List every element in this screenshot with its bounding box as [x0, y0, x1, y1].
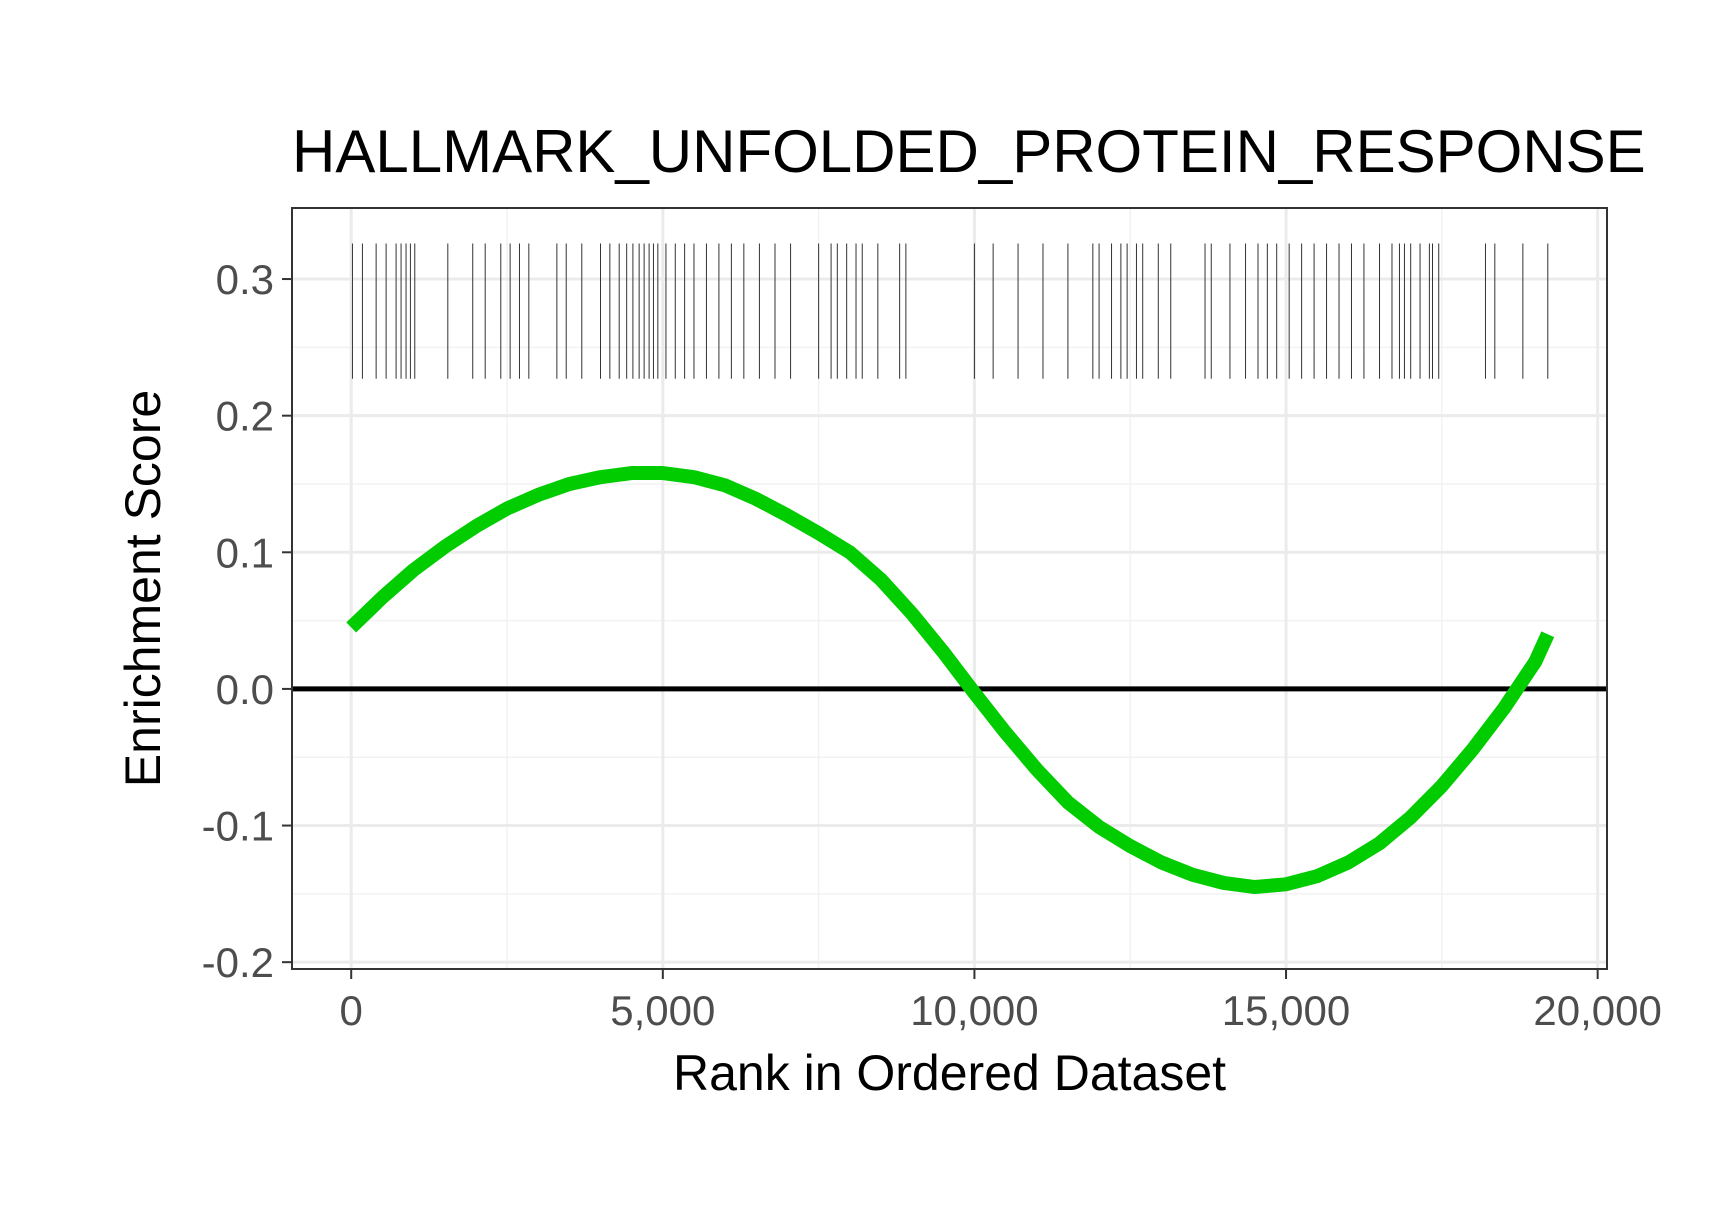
panel-border	[291, 207, 1608, 970]
x-tick-label: 10,000	[910, 987, 1038, 1034]
y-tick-label: 0.1	[216, 529, 274, 576]
enrichment-curve	[346, 466, 1555, 895]
y-tick-label: -0.2	[202, 939, 274, 986]
x-tick-label: 5,000	[610, 987, 715, 1034]
x-axis: 0 5,000 10,000 15,000 20,000	[340, 969, 1662, 1034]
y-tick-label: 0.2	[216, 393, 274, 440]
y-axis-title: Enrichment Score	[115, 390, 171, 787]
x-tick-label: 0	[340, 987, 363, 1034]
x-axis-title: Rank in Ordered Dataset	[673, 1045, 1226, 1101]
grid-lines	[292, 208, 1607, 969]
x-tick-label: 15,000	[1222, 987, 1350, 1034]
chart-title: HALLMARK_UNFOLDED_PROTEIN_RESPONSE	[292, 118, 1646, 185]
x-tick-label: 20,000	[1533, 987, 1661, 1034]
y-axis: -0.2 -0.1 0.0 0.1 0.2 0.3	[202, 256, 292, 986]
y-tick-label: 0.3	[216, 256, 274, 303]
gene-hit-marks	[351, 243, 1549, 379]
y-tick-label: -0.1	[202, 803, 274, 850]
y-tick-label: 0.0	[216, 666, 274, 713]
series-line	[346, 466, 1555, 895]
